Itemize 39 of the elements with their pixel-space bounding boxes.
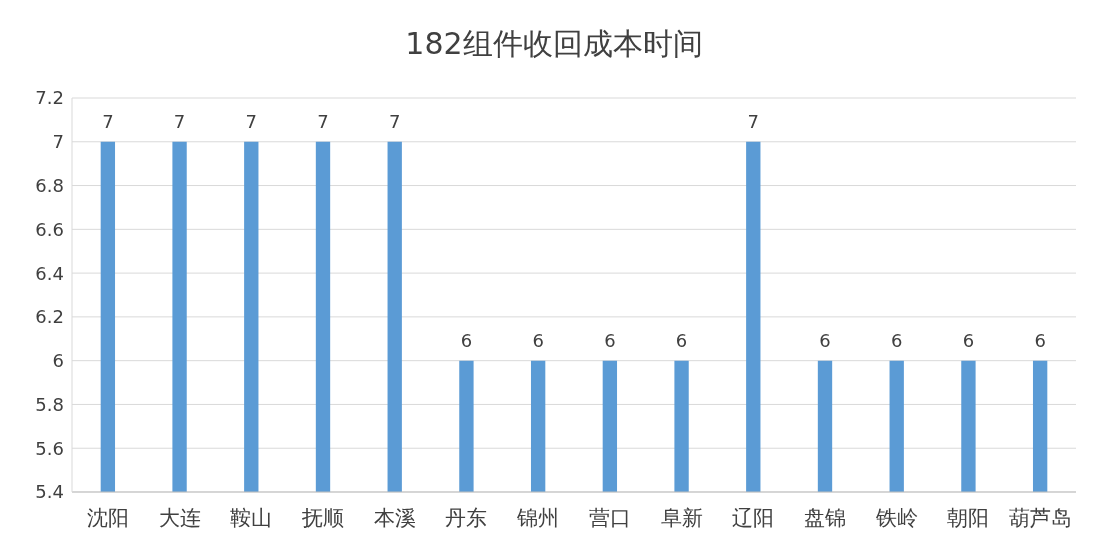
- x-tick-label: 本溪: [373, 505, 416, 530]
- data-label: 6: [1034, 329, 1046, 351]
- x-tick-label: 鞍山: [230, 505, 273, 530]
- data-label: 7: [388, 110, 401, 132]
- chart-title: 182组件收回成本时间: [404, 25, 704, 63]
- y-tick-label: 6.8: [35, 174, 64, 196]
- y-tick-label: 5.6: [35, 437, 64, 459]
- y-tick-label: 7: [52, 131, 64, 153]
- x-tick-label: 丹东: [445, 505, 488, 530]
- x-tick-label: 盘锦: [804, 505, 846, 530]
- x-tick-label: 朝阳: [947, 505, 990, 530]
- data-label: 6: [604, 329, 616, 351]
- x-tick-label: 葫芦岛: [1008, 505, 1072, 530]
- data-label: 6: [532, 329, 544, 351]
- y-tick-label: 5.4: [35, 481, 64, 503]
- y-tick-label: 6: [52, 350, 64, 372]
- data-label: 7: [747, 110, 760, 132]
- data-label: 7: [173, 110, 186, 132]
- x-tick-label: 阜新: [660, 505, 703, 530]
- x-tick-label: 大连: [158, 505, 201, 530]
- x-tick-label: 营口: [588, 505, 631, 530]
- data-label: 6: [675, 329, 688, 351]
- y-tick-label: 6.4: [35, 262, 64, 284]
- data-label: 7: [245, 110, 258, 132]
- data-label: 6: [819, 329, 831, 351]
- data-label: 6: [460, 329, 473, 351]
- x-tick-label: 辽阳: [732, 505, 775, 530]
- y-tick-label: 6.6: [35, 218, 64, 240]
- y-tick-label: 7.2: [35, 87, 64, 109]
- data-label: 7: [102, 110, 114, 132]
- data-label: 6: [962, 329, 975, 351]
- x-tick-label: 沈阳: [86, 505, 129, 530]
- data-label: 7: [317, 110, 329, 132]
- y-tick-label: 5.8: [35, 393, 64, 415]
- x-tick-label: 锦州: [516, 505, 560, 530]
- x-tick-label: 铁岭: [874, 505, 918, 530]
- x-tick-label: 抚顺: [301, 505, 344, 530]
- data-label: 6: [890, 329, 903, 351]
- y-tick-label: 6.2: [35, 306, 64, 328]
